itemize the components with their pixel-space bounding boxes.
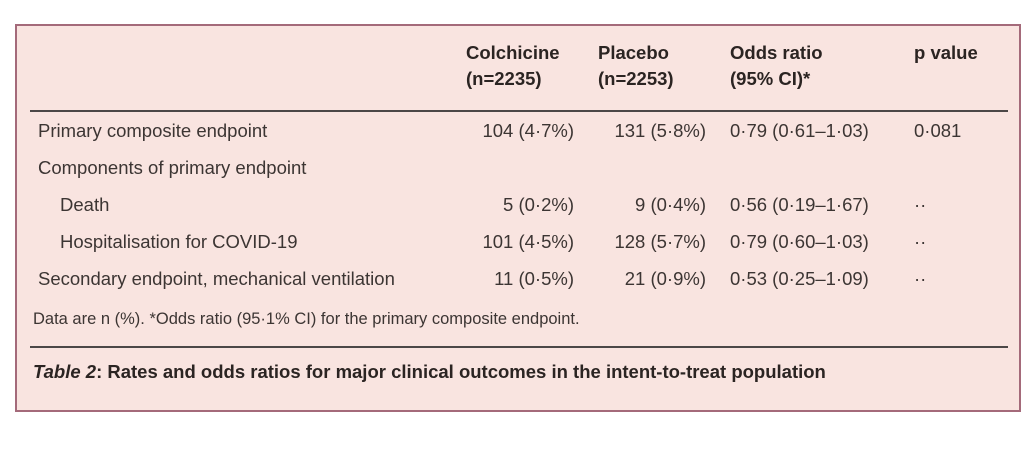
row-label: Components of primary endpoint: [38, 156, 307, 178]
cell-odds-ratio: 0·79 (0·60–1·03): [730, 231, 869, 253]
column-header-odds-ratio-ci: (95% CI)*: [730, 68, 811, 89]
table-header-row: Colchicine (n=2235) Placebo (n=2253) Odd…: [30, 26, 1008, 92]
column-header-p-value: p value: [914, 42, 978, 63]
cell-p-value: ··: [914, 268, 927, 290]
clinical-outcomes-table: Colchicine (n=2235) Placebo (n=2253) Odd…: [15, 24, 1021, 412]
column-header-placebo-name: Placebo: [598, 42, 669, 63]
table-row-death: Death 5 (0·2%) 9 (0·4%) 0·56 (0·19–1·67)…: [30, 186, 1008, 223]
header-divider: [30, 110, 1008, 112]
cell-placebo: 9 (0·4%): [635, 193, 706, 215]
column-header-colchicine-n: (n=2235): [466, 68, 542, 89]
table-caption-text: : Rates and odds ratios for major clinic…: [96, 360, 826, 382]
row-label: Hospitalisation for COVID-19: [60, 231, 298, 253]
row-label: Primary composite endpoint: [38, 119, 268, 141]
cell-placebo: 21 (0·9%): [624, 268, 706, 290]
column-header-odds-ratio: Odds ratio (95% CI)*: [730, 40, 912, 92]
table-row-secondary-endpoint: Secondary endpoint, mechanical ventilati…: [30, 261, 1008, 298]
column-header-placebo: Placebo (n=2253): [598, 40, 730, 92]
table-caption: Table 2: Rates and odds ratios for major…: [30, 360, 1008, 384]
cell-placebo: 131 (5·8%): [614, 119, 706, 141]
cell-odds-ratio: 0·56 (0·19–1·67): [730, 193, 869, 215]
cell-p-value: ··: [914, 193, 927, 215]
table-row-components-section: Components of primary endpoint: [30, 149, 1008, 186]
cell-colchicine: 104 (4·7%): [482, 119, 574, 141]
column-header-odds-ratio-name: Odds ratio: [730, 42, 823, 63]
caption-divider: [30, 345, 1008, 348]
cell-p-value: 0·081: [914, 119, 962, 141]
cell-colchicine: 101 (4·5%): [482, 231, 574, 253]
cell-odds-ratio: 0·79 (0·61–1·03): [730, 119, 869, 141]
cell-colchicine: 11 (0·5%): [494, 268, 574, 290]
table-footnote: Data are n (%). *Odds ratio (95·1% CI) f…: [33, 309, 580, 328]
table-row-primary-composite: Primary composite endpoint 104 (4·7%) 13…: [30, 112, 1008, 149]
table-body: Primary composite endpoint 104 (4·7%) 13…: [30, 112, 1008, 298]
column-header-colchicine-name: Colchicine: [466, 42, 560, 63]
table-caption-number: Table 2: [33, 360, 97, 382]
cell-p-value: ··: [914, 231, 927, 253]
cell-colchicine: 5 (0·2%): [503, 193, 574, 215]
row-label: Death: [60, 193, 110, 215]
table-row-hospitalisation: Hospitalisation for COVID-19 101 (4·5%) …: [30, 224, 1008, 261]
cell-odds-ratio: 0·53 (0·25–1·09): [730, 268, 869, 290]
cell-placebo: 128 (5·7%): [614, 231, 706, 253]
row-label: Secondary endpoint, mechanical ventilati…: [38, 268, 395, 290]
column-header-placebo-n: (n=2253): [598, 68, 674, 89]
column-header-colchicine: Colchicine (n=2235): [466, 40, 598, 92]
